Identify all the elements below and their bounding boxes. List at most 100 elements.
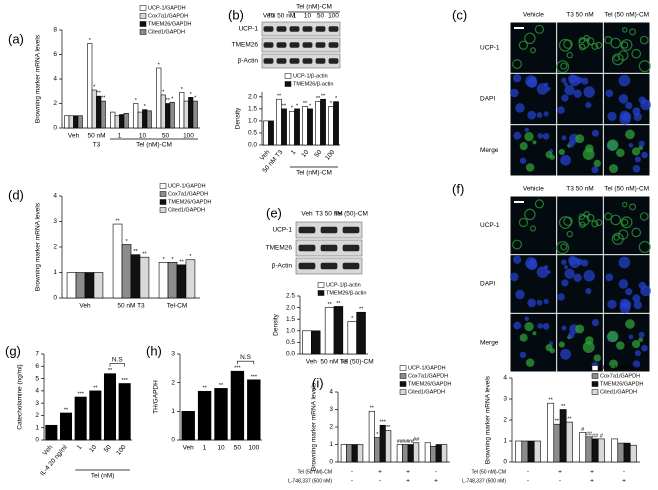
cell-signal [557, 106, 565, 114]
cell-signal [583, 270, 595, 282]
x-tick-label: 100 [183, 133, 194, 140]
legend-swatch [399, 381, 407, 387]
y-tick-label: 6 [35, 363, 39, 370]
cell-signal [519, 142, 528, 151]
bar [169, 101, 175, 129]
cell-signal [529, 47, 537, 54]
y-tick-label: 4 [53, 193, 57, 200]
cell-signal [536, 266, 549, 279]
cell-signal [524, 132, 534, 142]
significance: ** [202, 386, 207, 392]
bar [230, 370, 245, 441]
significance: * [171, 257, 174, 263]
significance: * [194, 96, 197, 102]
cell-signal [578, 213, 586, 220]
cell-signal [543, 111, 549, 117]
legend-swatch [591, 365, 599, 371]
bar [585, 436, 593, 463]
legend-label: TMEM26/GAPDH [148, 21, 191, 27]
y-tick-label: 0 [329, 459, 333, 466]
cell-signal [616, 148, 625, 158]
significance: ** [370, 406, 375, 412]
bar [158, 261, 169, 299]
cell-signal [586, 37, 595, 46]
cell-signal [613, 234, 620, 241]
bar [302, 330, 312, 355]
bar [441, 444, 448, 463]
cell-signal [578, 37, 590, 50]
annotation: N.S [112, 356, 124, 363]
significance: * [158, 62, 161, 68]
cell-signal [564, 268, 575, 279]
legend-label: TMEM26/β-actin [293, 81, 333, 87]
y-tick-label: 3 [171, 351, 175, 358]
y-tick-label: 2 [171, 379, 175, 386]
cell-signal [610, 37, 621, 49]
significance: *** [380, 420, 387, 426]
cell-signal [509, 88, 519, 98]
cell-signal [573, 273, 582, 282]
y-tick-label: 3 [329, 406, 333, 413]
cell-signal [512, 239, 522, 250]
blot-band [276, 26, 287, 32]
bar [77, 115, 83, 129]
significance: ** [327, 302, 332, 308]
cell-signal [558, 148, 565, 156]
bar [346, 444, 353, 463]
cell-signal [557, 293, 565, 301]
lane-group-label: Tel (nM)-CM [296, 4, 332, 11]
condition-value: + [622, 478, 626, 485]
x-tick-label: 10 [217, 445, 225, 452]
panel-label: (e) [266, 205, 282, 220]
blot-band [328, 26, 339, 32]
significance: ## [592, 433, 599, 439]
x-tick-label: Veh [306, 359, 318, 366]
blot-band [328, 58, 339, 64]
legend-swatch [591, 381, 599, 387]
bar [320, 98, 326, 146]
y-tick-label: 2 [329, 424, 333, 431]
condition-value: - [351, 478, 353, 485]
cell-signal [632, 107, 641, 116]
blot-band [289, 58, 300, 64]
cell-signal [558, 216, 572, 229]
band-label: TMEM26 [266, 245, 293, 252]
cell-signal [632, 294, 641, 303]
bar [276, 98, 282, 146]
legend-swatch [591, 373, 599, 379]
significance: ** [555, 419, 560, 425]
blot-band [320, 226, 338, 234]
legend-swatch [139, 29, 147, 35]
cell-signal [593, 354, 601, 362]
cell-signal [513, 131, 522, 140]
lane-label: T3 50 nM [268, 13, 295, 20]
x-tick-label: Tel (50)-CM [340, 359, 374, 366]
cell-signal [529, 225, 537, 232]
y-tick-label: 2.0 [286, 304, 295, 311]
cell-signal [591, 319, 600, 327]
cell-signal [595, 219, 603, 227]
x-tick-label: 50 nM T3 [117, 303, 145, 310]
bar [379, 424, 386, 463]
bar [311, 330, 321, 355]
blot-strip [261, 21, 341, 37]
cell-signal [631, 339, 641, 349]
significance: * [296, 103, 299, 109]
significance: ** [548, 398, 553, 404]
bar [357, 444, 364, 463]
cell-signal [527, 110, 536, 120]
cell-signal [525, 358, 535, 367]
x-tick-label: 10 [139, 133, 147, 140]
bar [328, 106, 334, 146]
cell-signal [638, 240, 651, 254]
lane-label: Veh [263, 13, 275, 20]
blot-band [302, 42, 313, 48]
cell-signal [629, 28, 637, 36]
cell-signal [512, 59, 522, 70]
bar [435, 444, 442, 463]
significance: ** [93, 385, 98, 391]
cell-signal [632, 360, 641, 368]
blot-band [315, 58, 326, 64]
blot-band [289, 26, 300, 32]
blot-band [320, 262, 338, 270]
